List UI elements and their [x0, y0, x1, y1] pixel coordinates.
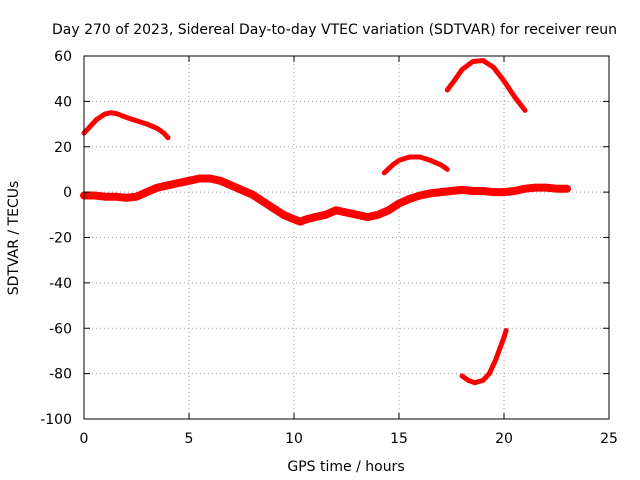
y-tick-label: -100: [40, 412, 72, 428]
y-tick-label: -80: [49, 367, 72, 383]
x-tick-label: 25: [600, 431, 618, 447]
y-tick-label: 0: [63, 185, 72, 201]
y-tick-label: 20: [54, 140, 72, 156]
tick-layer: 0 5 10 15 20 25 -100 -80 -60 -40 -20 0 20 40 60: [40, 49, 618, 447]
x-tick-label: 10: [285, 431, 303, 447]
x-tick-label: 0: [80, 431, 89, 447]
y-axis-label: SDTVAR / TECUs: [6, 181, 22, 296]
y-tick-label: -40: [49, 276, 72, 292]
series-main-band: [80, 174, 571, 226]
x-tick-label: 15: [390, 431, 408, 447]
series-arc-midday: [381, 154, 450, 176]
x-axis-label: GPS time / hours: [287, 459, 404, 475]
x-tick-label: 20: [495, 431, 513, 447]
y-tick-label: -20: [49, 231, 72, 247]
series-arc-low: [459, 328, 509, 386]
y-tick-label: -60: [49, 321, 72, 337]
y-tick-label: 60: [54, 49, 72, 65]
series-layer: [80, 58, 571, 386]
series-arc-high: [444, 58, 528, 113]
y-tick-label: 40: [54, 94, 72, 110]
grid-layer: [84, 56, 609, 419]
x-tick-label: 5: [185, 431, 194, 447]
series-arc-early: [81, 110, 171, 141]
chart-title: Day 270 of 2023, Sidereal Day-to-day VTE…: [52, 22, 617, 38]
plot-frame: [83, 55, 610, 420]
